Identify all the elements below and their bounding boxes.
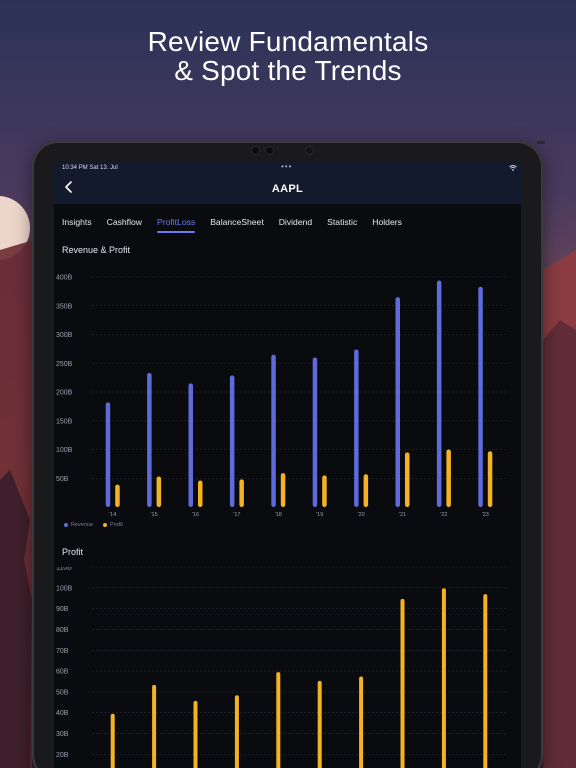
y-tick-label: 100B: [56, 585, 73, 592]
y-tick-label: 20B: [56, 752, 69, 759]
bar-profit-3[interactable]: [239, 479, 244, 507]
legend-item-profit[interactable]: Profit: [103, 522, 123, 528]
x-tick-label: '17: [233, 512, 240, 518]
tab-balancesheet[interactable]: BalanceSheet: [210, 217, 264, 227]
sun: [0, 196, 30, 260]
x-tick-label: '19: [316, 512, 323, 518]
bar-profit-3[interactable]: [234, 695, 239, 768]
bar-revenue-1[interactable]: [147, 373, 152, 507]
camera-dot: [306, 147, 313, 154]
bar-profit-8[interactable]: [446, 449, 451, 508]
wifi-icon: [509, 165, 517, 171]
legend-item-revenue[interactable]: Revenue: [64, 522, 93, 528]
legend-label-revenue: Revenue: [71, 522, 94, 528]
revenue-profit-chart: 50B 100B 150B 200B 250B 300B 350B 400B '14 '15 '16…: [56, 275, 506, 518]
legend-label-profit: Profit: [110, 522, 123, 528]
multitask-dots[interactable]: •••: [281, 162, 293, 171]
bar-profit-9[interactable]: [487, 451, 493, 507]
bar-profit-0[interactable]: [110, 713, 115, 768]
bar-profit-4[interactable]: [280, 473, 286, 507]
section-title-profit: Profit: [62, 547, 84, 557]
tab-holders[interactable]: Holders: [372, 217, 402, 227]
legend-dot-profit: [103, 523, 108, 527]
x-tick-label: '20: [358, 512, 365, 518]
headline-line-2: & Spot the Trends: [174, 55, 402, 86]
bar-revenue-3[interactable]: [229, 375, 235, 507]
x-tick-label: '14: [109, 512, 116, 518]
bar-profit-7[interactable]: [405, 452, 410, 507]
x-tick-label: '16: [192, 512, 199, 518]
bar-revenue-7[interactable]: [395, 297, 401, 507]
y-tick-label: 150B: [56, 418, 73, 425]
y-tick-label: 30B: [56, 731, 69, 738]
camera-dot: [252, 147, 259, 154]
app-screen: 10:34 PM Sat 13. Jul ••• AAPL Insights Ca…: [54, 162, 521, 768]
tablet-device: 10:34 PM Sat 13. Jul ••• AAPL Insights Ca…: [32, 141, 545, 768]
bar-profit-8[interactable]: [441, 588, 446, 768]
y-tick-label: 110B: [56, 567, 72, 572]
bar-profit-4[interactable]: [276, 672, 281, 768]
profit-chart: 20B 30B 40B 50B 60B 70B 80B 90B 100B 110B: [56, 567, 506, 768]
y-tick-label: 40B: [56, 710, 69, 717]
y-tick-label: 70B: [56, 648, 69, 655]
bar-profit-0[interactable]: [115, 484, 120, 507]
bar-profit-1[interactable]: [156, 476, 162, 507]
tree-left: [0, 470, 32, 768]
y-tick-label: 80B: [56, 627, 69, 634]
bar-revenue-8[interactable]: [436, 280, 442, 507]
x-tick-label: '21: [399, 512, 406, 518]
nav-bar: 10:34 PM Sat 13. Jul ••• AAPL: [54, 162, 521, 204]
x-tick-label: '23: [482, 512, 489, 518]
bar-profit-9[interactable]: [483, 594, 488, 768]
status-time: 10:34 PM Sat 13. Jul: [62, 165, 118, 171]
bar-profit-5[interactable]: [317, 680, 322, 768]
x-tick-label: '22: [440, 512, 447, 518]
camera-dot: [266, 147, 273, 154]
marketing-headline: Review Fundamentals & Spot the Trends: [0, 27, 576, 85]
y-tick-label: 200B: [56, 390, 73, 397]
bar-profit-6[interactable]: [359, 676, 364, 768]
tab-dividend[interactable]: Dividend: [278, 217, 313, 227]
y-tick-label: 250B: [56, 361, 73, 368]
headline-line-1: Review Fundamentals: [147, 26, 429, 57]
tree-right: [543, 320, 576, 768]
section-title-revenue-profit: Revenue & Profit: [62, 245, 131, 255]
x-tick-label: '18: [275, 512, 282, 518]
tab-insights[interactable]: Insights: [62, 217, 92, 227]
mountain-right: [543, 250, 576, 768]
y-tick-label: 300B: [56, 332, 73, 339]
tab-bar: Insights Cashflow ProfitLoss BalanceSheet Di…: [54, 204, 521, 240]
page-title: AAPL: [271, 183, 304, 195]
bar-profit-6[interactable]: [363, 474, 369, 507]
bar-profit-1[interactable]: [152, 684, 157, 768]
bar-revenue-4[interactable]: [271, 354, 276, 507]
bar-profit-7[interactable]: [400, 598, 405, 768]
tab-statistic[interactable]: Statistic: [327, 217, 358, 227]
tab-cashflow[interactable]: Cashflow: [106, 217, 142, 227]
bar-revenue-0[interactable]: [105, 402, 111, 507]
x-tick-label: '15: [151, 512, 158, 518]
y-tick-label: 400B: [56, 275, 73, 282]
camera-bar: [252, 145, 324, 155]
bar-revenue-2[interactable]: [188, 383, 194, 507]
chart-legend: Revenue Profit: [64, 522, 133, 528]
y-tick-label: 350B: [56, 303, 73, 310]
bar-profit-2[interactable]: [193, 700, 198, 768]
tab-profitloss[interactable]: ProfitLoss: [156, 209, 196, 235]
bar-revenue-5[interactable]: [312, 357, 318, 508]
legend-dot-revenue: [64, 523, 68, 527]
bar-revenue-6[interactable]: [354, 349, 359, 507]
bar-revenue-9[interactable]: [478, 286, 483, 507]
y-tick-label: 100B: [56, 447, 73, 454]
y-tick-label: 50B: [56, 476, 69, 483]
y-tick-label: 60B: [56, 669, 69, 676]
y-tick-label: 90B: [56, 606, 69, 613]
chevron-left-icon[interactable]: [63, 180, 75, 194]
bar-profit-5[interactable]: [322, 475, 327, 507]
bar-profit-2[interactable]: [198, 480, 203, 507]
y-tick-label: 50B: [56, 689, 69, 696]
device-volume-button: [537, 141, 545, 144]
